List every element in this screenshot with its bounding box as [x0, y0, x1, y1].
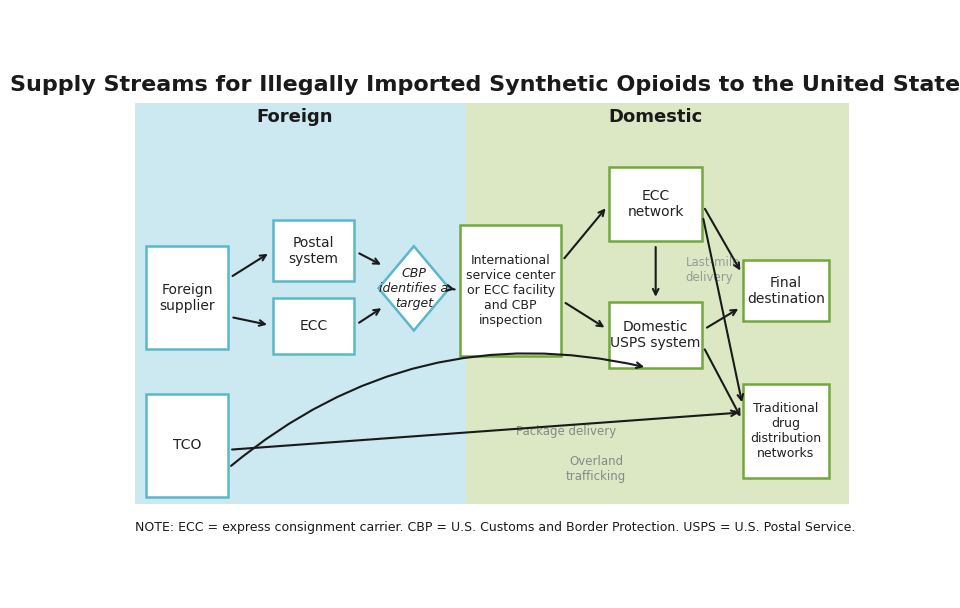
- Text: Package delivery: Package delivery: [516, 424, 616, 438]
- Text: Foreign: Foreign: [256, 108, 333, 126]
- Text: Overland
trafficking: Overland trafficking: [566, 455, 626, 483]
- Text: Domestic
USPS system: Domestic USPS system: [611, 320, 701, 350]
- Text: Foreign
supplier: Foreign supplier: [159, 283, 215, 313]
- Polygon shape: [378, 246, 449, 331]
- FancyBboxPatch shape: [743, 260, 828, 321]
- Text: Domestic: Domestic: [609, 108, 703, 126]
- Text: CBP
identifies a
target: CBP identifies a target: [379, 267, 448, 310]
- Text: Postal
system: Postal system: [288, 236, 339, 266]
- FancyBboxPatch shape: [461, 225, 561, 356]
- FancyBboxPatch shape: [146, 393, 228, 497]
- Text: NOTE: ECC = express consignment carrier. CBP = U.S. Customs and Border Protectio: NOTE: ECC = express consignment carrier.…: [134, 520, 855, 534]
- FancyBboxPatch shape: [146, 246, 228, 349]
- FancyBboxPatch shape: [743, 384, 828, 478]
- Text: TCO: TCO: [173, 438, 202, 452]
- Text: Final
destination: Final destination: [747, 275, 825, 306]
- FancyBboxPatch shape: [273, 298, 354, 354]
- FancyBboxPatch shape: [610, 167, 702, 241]
- Text: International
service center
or ECC facility
and CBP
inspection: International service center or ECC faci…: [466, 254, 555, 327]
- Text: Traditional
drug
distribution
networks: Traditional drug distribution networks: [751, 402, 822, 460]
- Text: Last-mile
delivery: Last-mile delivery: [685, 255, 740, 283]
- Bar: [134, 103, 466, 503]
- Bar: [466, 103, 849, 503]
- Text: Supply Streams for Illegally Imported Synthetic Opioids to the United States: Supply Streams for Illegally Imported Sy…: [11, 75, 960, 95]
- Text: ECC
network: ECC network: [628, 189, 684, 219]
- Text: ECC: ECC: [300, 319, 327, 333]
- FancyBboxPatch shape: [610, 302, 702, 368]
- FancyBboxPatch shape: [273, 221, 354, 282]
